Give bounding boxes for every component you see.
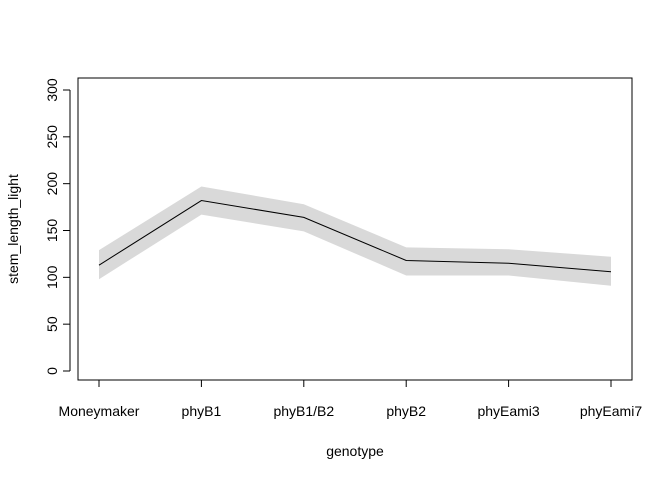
confidence-band: [99, 186, 611, 286]
y-tick-label: 200: [44, 172, 60, 196]
x-tick-label: phyEami3: [477, 403, 539, 419]
x-tick-label: phyEami7: [580, 403, 642, 419]
y-tick-label: 100: [44, 265, 60, 289]
y-tick-label: 50: [44, 316, 60, 332]
y-tick-label: 150: [44, 219, 60, 243]
x-axis: Moneymaker phyB1 phyB1/B2 phyB2 phyEami3 phyE…: [59, 379, 642, 419]
series-line: [98, 200, 612, 273]
y-axis: 0 50 100 150 200 250 300: [44, 78, 71, 375]
y-tick-label: 300: [44, 78, 60, 102]
x-tick-label: Moneymaker: [59, 403, 140, 419]
y-axis-label: stem_length_light: [5, 174, 21, 284]
x-tick-label: phyB1: [182, 403, 222, 419]
x-axis-label: genotype: [326, 443, 384, 459]
y-tick-label: 250: [44, 125, 60, 149]
y-tick-label: 0: [44, 367, 60, 375]
x-tick-label: phyB2: [386, 403, 426, 419]
x-tick-label: phyB1/B2: [273, 403, 334, 419]
